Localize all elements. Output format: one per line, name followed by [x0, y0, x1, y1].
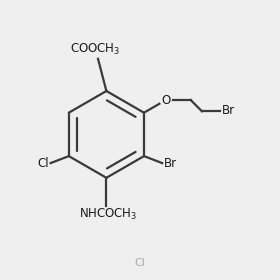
- Text: COOCH$_3$: COOCH$_3$: [70, 42, 120, 57]
- Text: NHCOCH$_3$: NHCOCH$_3$: [79, 207, 137, 222]
- Text: Br: Br: [164, 157, 177, 170]
- Text: Cl: Cl: [135, 258, 145, 268]
- Text: Br: Br: [221, 104, 235, 117]
- Text: Cl: Cl: [38, 157, 49, 170]
- Text: O: O: [161, 94, 170, 107]
